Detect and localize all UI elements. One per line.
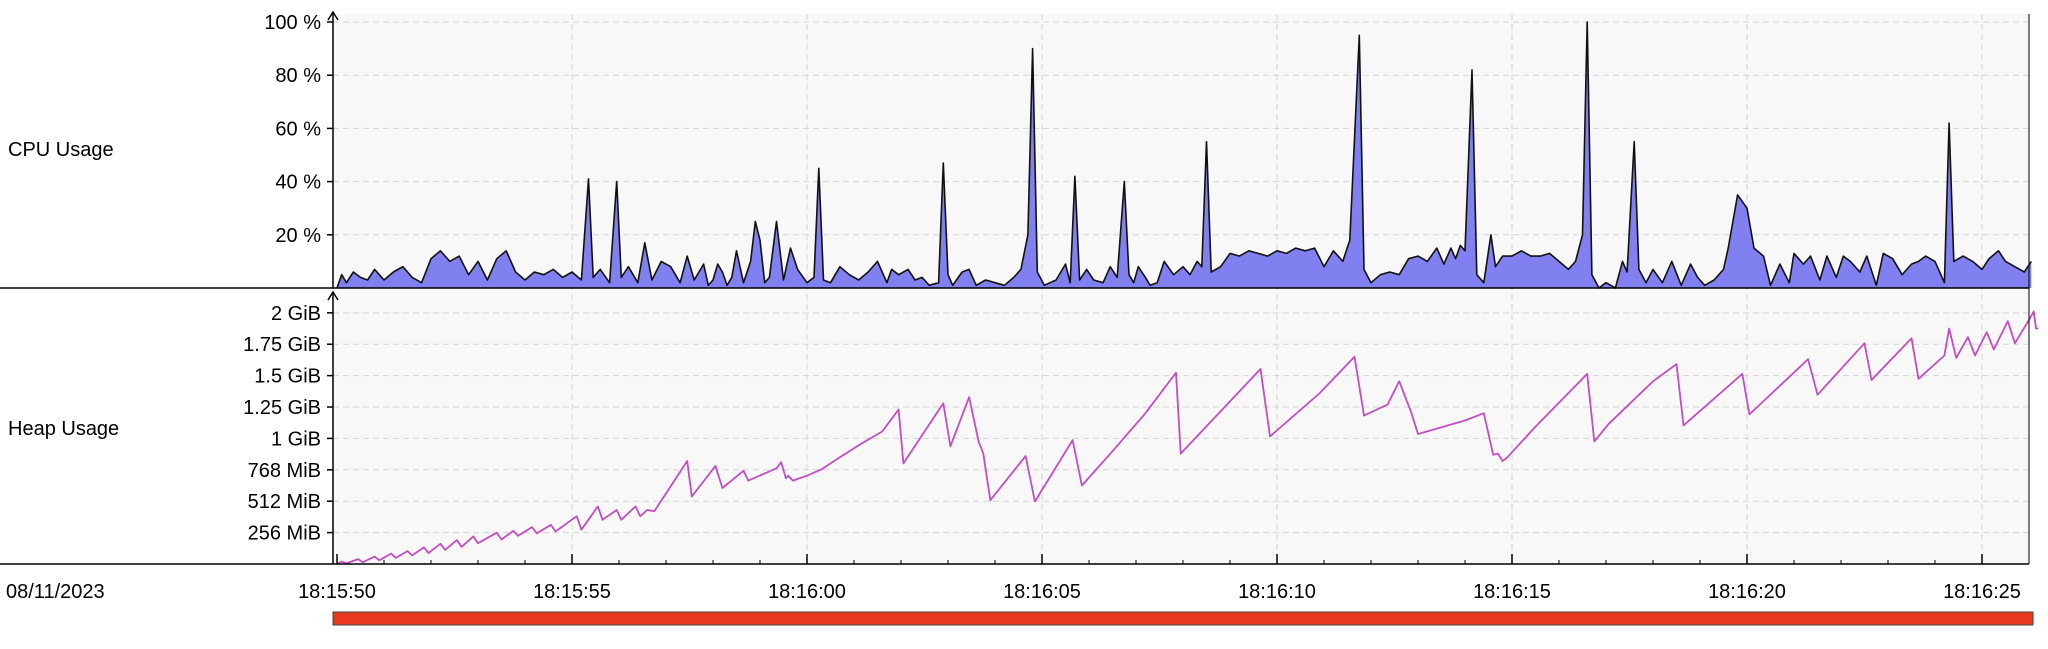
cpu-tick-label: 80 % <box>275 65 321 87</box>
time-tick-label: 18:16:10 <box>1238 581 1316 603</box>
heap-plot-background <box>333 288 2029 564</box>
heap-usage-series <box>336 310 2039 565</box>
heap-tick-label: 512 MiB <box>248 491 321 513</box>
heap-y-axis: 256 MiB 512 MiB 768 MiB 1 GiB 1.25 GiB 1.5 Gi… <box>243 303 333 545</box>
cpu-axis-arrow <box>327 10 339 21</box>
axes <box>0 10 2030 565</box>
time-tick-label: 18:16:20 <box>1708 581 1786 603</box>
time-tick-label: 18:16:15 <box>1473 581 1551 603</box>
cpu-tick-label: 20 % <box>275 225 321 247</box>
time-tick-label: 18:15:55 <box>533 581 611 603</box>
heap-usage-label: Heap Usage <box>8 418 119 440</box>
cpu-y-axis: 20 % 40 % 60 % 80 % 100 % <box>264 12 333 247</box>
heap-axis-arrow <box>327 290 339 301</box>
heap-tick-label: 1 GiB <box>271 428 321 450</box>
heap-tick-label: 2 GiB <box>271 303 321 325</box>
heap-tick-label: 768 MiB <box>248 460 321 482</box>
time-axis: 18:15:50 18:15:55 18:16:00 18:16:05 18:16:10… <box>298 554 2030 603</box>
cpu-usage-label: CPU Usage <box>8 139 114 161</box>
time-tick-label: 18:16:00 <box>768 581 846 603</box>
cpu-tick-label: 40 % <box>275 172 321 194</box>
time-tick-label: 18:16:25 <box>1943 581 2021 603</box>
timeline-range-bar[interactable] <box>332 611 2034 626</box>
time-grid <box>571 14 1983 564</box>
time-tick-label: 18:15:50 <box>298 581 376 603</box>
heap-tick-label: 1.75 GiB <box>243 334 321 356</box>
heap-tick-label: 1.5 GiB <box>254 366 321 388</box>
heap-tick-label: 256 MiB <box>248 523 321 545</box>
heap-usage-line <box>336 310 2039 565</box>
heap-grid <box>333 312 2029 534</box>
cpu-tick-label: 60 % <box>275 118 321 140</box>
time-tick-label: 18:16:05 <box>1003 581 1081 603</box>
heap-tick-label: 1.25 GiB <box>243 397 321 419</box>
cpu-usage-line <box>336 21 2032 289</box>
cpu-usage-area <box>337 22 2032 288</box>
date-label: 08/11/2023 <box>6 581 105 603</box>
cpu-tick-label: 100 % <box>264 12 321 34</box>
cpu-usage-series <box>336 21 2032 289</box>
